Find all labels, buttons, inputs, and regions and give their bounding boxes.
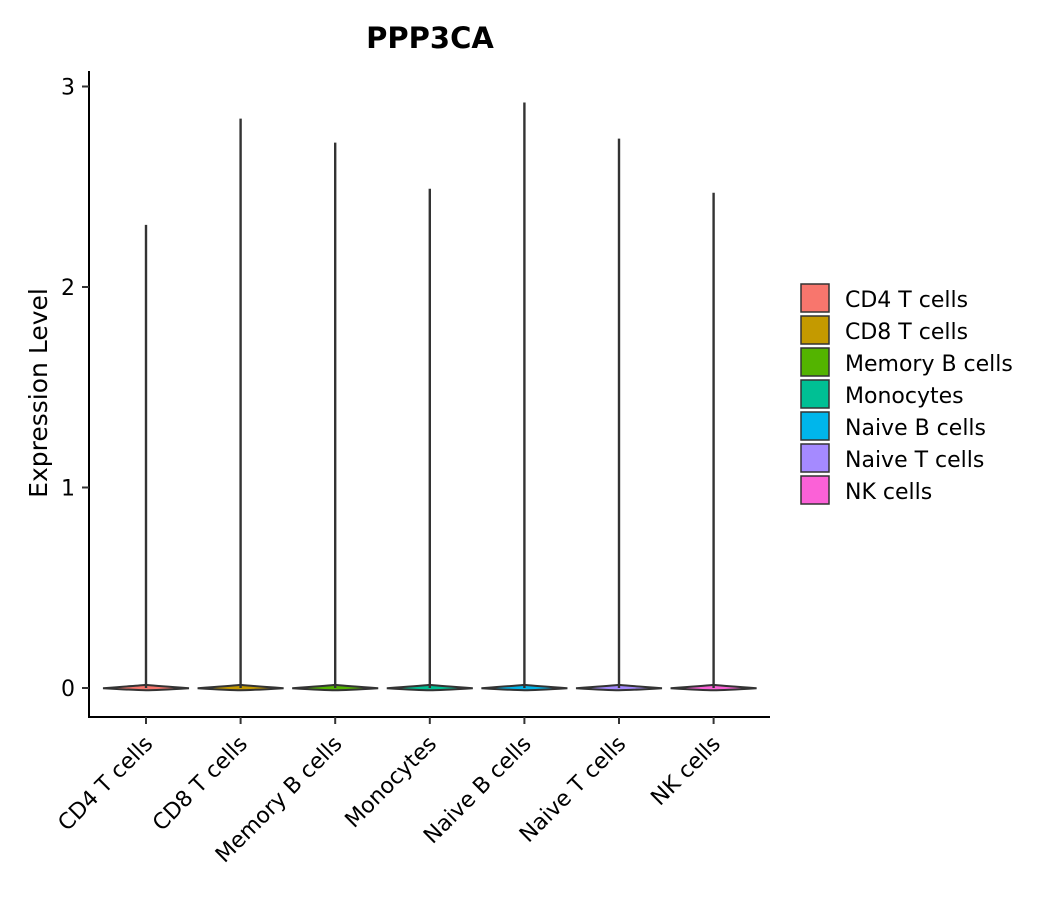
legend-item: CD8 T cells — [800, 315, 968, 345]
legend-item: Naive T cells — [800, 443, 984, 473]
violin-nk-cells — [670, 192, 757, 692]
legend-swatch — [800, 411, 830, 441]
x-tick-label: CD4 T cells — [54, 732, 159, 837]
legend-swatch — [800, 379, 830, 409]
legend-label: NK cells — [845, 480, 932, 505]
legend-item: CD4 T cells — [800, 283, 968, 313]
y-axis-label: Expression Level — [24, 288, 53, 498]
legend-swatch — [800, 475, 830, 505]
violins — [102, 102, 757, 692]
violin-memory-b-cells — [292, 142, 379, 692]
legend-item: Monocytes — [800, 379, 964, 409]
legend-swatch — [800, 443, 830, 473]
violin-cd8-t-cells — [197, 118, 284, 692]
y-tick-label: 2 — [61, 276, 75, 301]
y-tick-label: 3 — [61, 76, 75, 101]
violin-monocytes — [386, 188, 473, 692]
y-tick-label: 0 — [61, 677, 75, 702]
legend-label: Naive T cells — [845, 448, 984, 473]
violin-cd4-t-cells — [102, 224, 190, 692]
x-tick-label: NK cells — [647, 732, 726, 811]
violin-naive-t-cells — [575, 138, 663, 692]
legend-swatch — [800, 315, 830, 345]
legend-item: Memory B cells — [800, 347, 1013, 377]
legend-label: CD4 T cells — [845, 288, 968, 313]
chart-title: PPP3CA — [366, 21, 494, 55]
legend-swatch — [800, 347, 830, 377]
x-tick-label: Monocytes — [341, 732, 443, 834]
legend-swatch — [800, 283, 830, 313]
legend-label: Memory B cells — [845, 352, 1013, 377]
violin-naive-b-cells — [481, 102, 568, 692]
legend-label: Monocytes — [845, 384, 964, 409]
x-tick-label: CD8 T cells — [148, 732, 253, 837]
y-tick-label: 1 — [61, 477, 75, 502]
legend-item: Naive B cells — [800, 411, 986, 441]
legend-label: Naive B cells — [845, 416, 986, 441]
legend-label: CD8 T cells — [845, 320, 968, 345]
legend: CD4 T cells CD8 T cells Memory B cells Mono… — [800, 283, 1013, 505]
y-ticks: 0 1 2 3 — [61, 76, 89, 702]
legend-item: NK cells — [800, 475, 932, 505]
